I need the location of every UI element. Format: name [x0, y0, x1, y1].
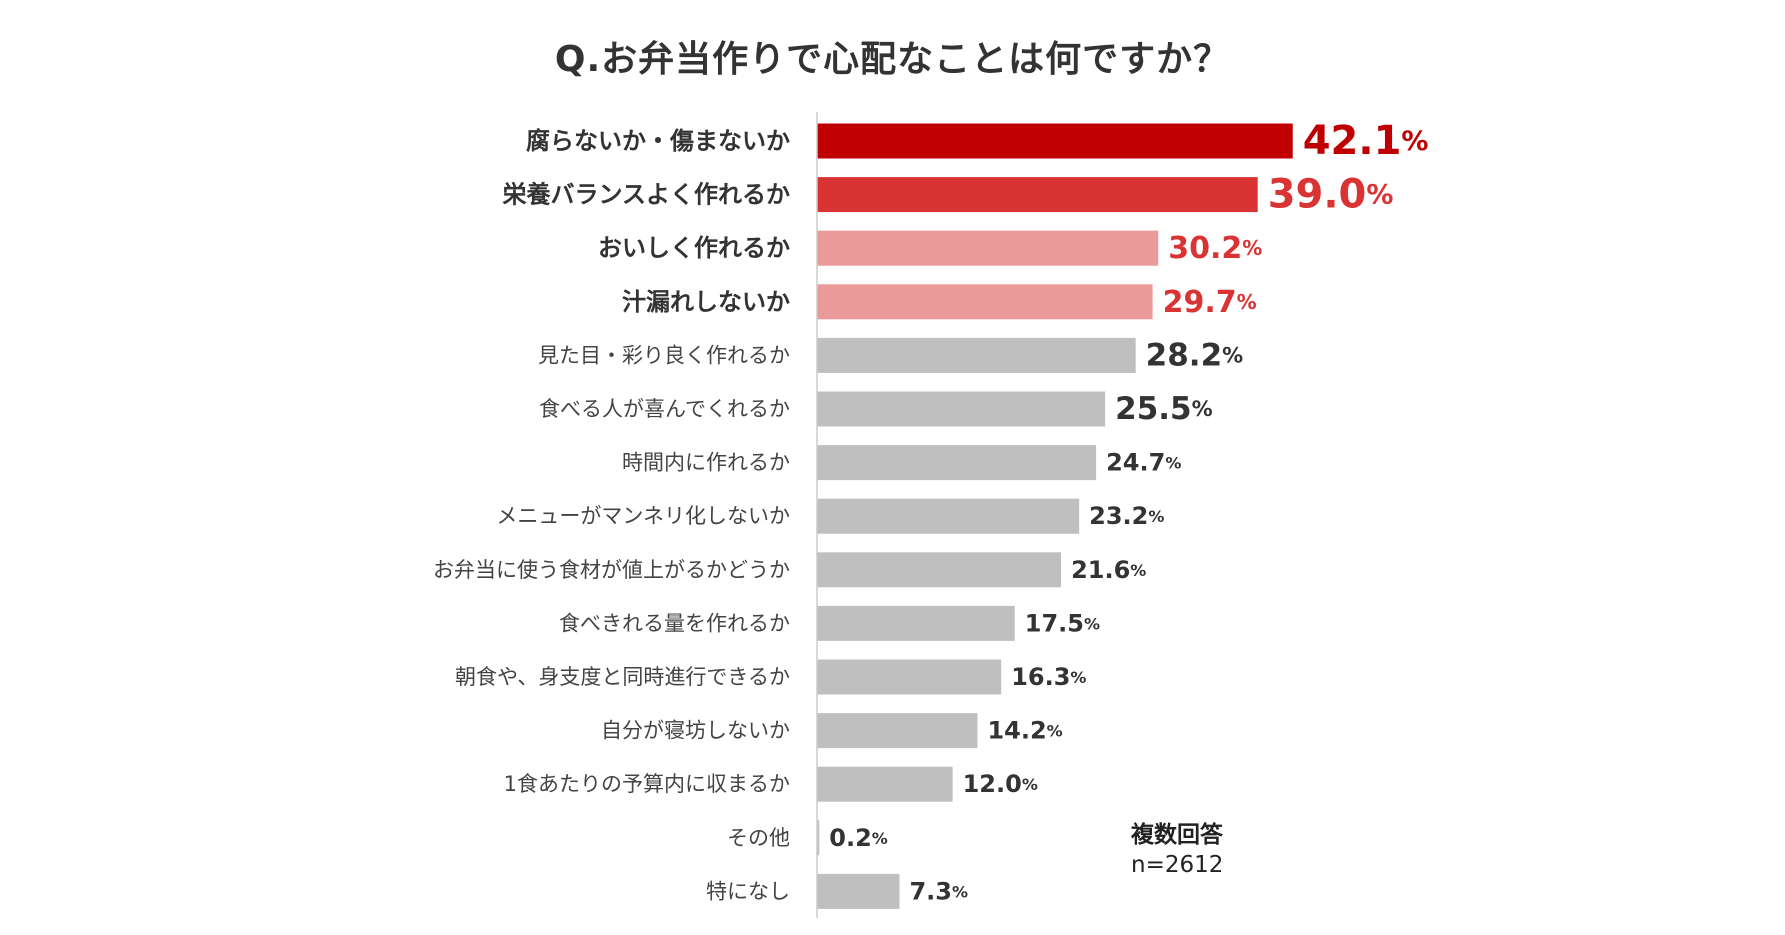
value-label-5: 25.5% [1115, 391, 1213, 427]
value-label-2: 30.2% [1168, 231, 1262, 266]
bars-layer [817, 123, 1293, 909]
value-label-12: 12.0% [963, 770, 1038, 798]
value-label-3: 29.7% [1163, 284, 1257, 319]
category-label-9: 食べきれる量を作れるか [559, 611, 790, 635]
category-label-13: その他 [727, 826, 790, 850]
value-label-14: 7.3% [909, 877, 968, 905]
value-label-11: 14.2% [987, 717, 1062, 745]
value-label-0: 42.1% [1303, 118, 1429, 164]
bar-6 [817, 445, 1097, 481]
value-labels: 42.1% 39.0%30.2% 29.7% 28.2% 25.5% 24.7% 23.2%… [829, 118, 1428, 905]
value-label-4: 28.2% [1146, 337, 1244, 373]
bar-4 [817, 337, 1136, 373]
value-label-10: 16.3% [1011, 663, 1086, 691]
category-label-5: 食べる人が喜んでくれるか [539, 397, 790, 421]
survey-note: 複数回答 n=2612 [1131, 820, 1223, 880]
category-label-12: 1食あたりの予算内に収まるか [504, 772, 790, 796]
value-label-13: 0.2% [829, 824, 888, 852]
value-label-1: 39.0% [1268, 172, 1394, 218]
sample-size: n=2612 [1131, 852, 1224, 878]
bar-5 [817, 391, 1106, 427]
category-label-7: メニューがマンネリ化しないか [496, 504, 790, 528]
category-label-10: 朝食や、身支度と同時進行できるか [455, 665, 790, 689]
bar-10 [817, 659, 1002, 695]
category-label-4: 見た目・彩り良く作れるか [538, 343, 790, 367]
value-label-9: 17.5% [1025, 609, 1100, 637]
value-label-6: 24.7% [1106, 449, 1181, 477]
value-label-7: 23.2% [1089, 502, 1164, 530]
note-title: 複数回答 [1131, 822, 1223, 848]
bar-8 [817, 552, 1062, 588]
category-label-1: 栄養バランスよく作れるか [501, 181, 790, 209]
bar-1 [817, 177, 1258, 213]
bar-7 [817, 498, 1080, 534]
bar-12 [817, 766, 953, 802]
bar-9 [817, 605, 1015, 641]
category-label-0: 腐らないか・傷まないか [526, 127, 790, 155]
category-labels: 腐らないか・傷まないか栄養バランスよく作れるかおいしく作れるか汁漏れしないか見た… [433, 127, 790, 903]
bar-0 [817, 123, 1293, 159]
category-label-8: お弁当に使う食材が値上がるかどうか [433, 558, 790, 582]
chart-title: Q.お弁当作りで心配なことは何ですか？ [554, 39, 1231, 80]
category-label-11: 自分が寝坊しないか [601, 719, 790, 743]
category-label-6: 時間内に作れるか [622, 451, 790, 475]
value-label-8: 21.6% [1071, 556, 1146, 584]
category-label-14: 特になし [706, 879, 790, 903]
bar-14 [817, 873, 900, 909]
bar-11 [817, 713, 978, 749]
bar-3 [817, 284, 1153, 320]
category-label-2: おいしく作れるか [598, 234, 790, 262]
bar-13 [817, 820, 820, 856]
category-label-3: 汁漏れしないか [622, 288, 790, 316]
bar-2 [817, 230, 1159, 266]
